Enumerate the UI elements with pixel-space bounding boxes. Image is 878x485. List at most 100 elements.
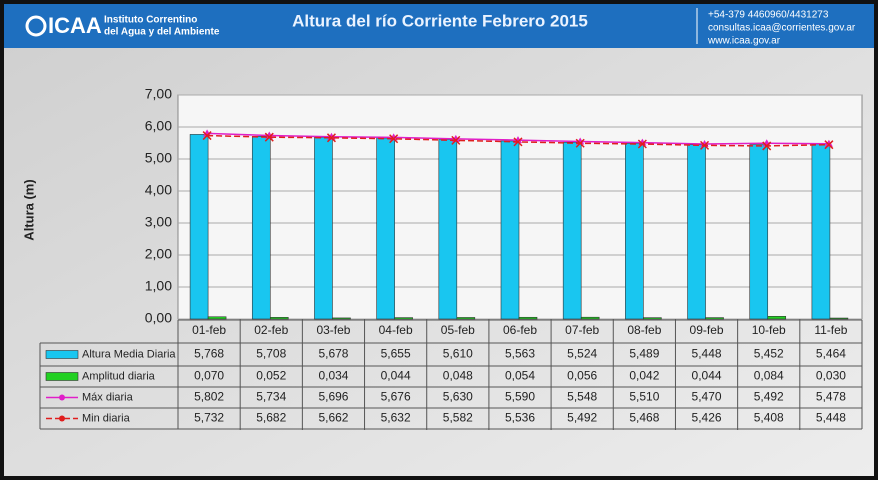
x-tick-label: 02-feb [254, 323, 288, 337]
table-value: 5,489 [629, 347, 659, 361]
bar [500, 140, 520, 320]
bar [332, 317, 351, 320]
bar [207, 316, 227, 320]
marker [824, 139, 833, 147]
bar [269, 317, 289, 320]
x-tick-label: 01-feb [192, 323, 226, 337]
y-tick-label: 6,00 [145, 118, 172, 134]
x-tick-label: 09-feb [690, 323, 724, 337]
legend-swatch [45, 372, 79, 381]
bar [562, 141, 582, 320]
table-value: 0,056 [567, 369, 597, 383]
table-value: 0,030 [816, 369, 846, 383]
header-bar [4, 4, 874, 48]
logo: ICAA [48, 13, 102, 38]
table-value: 0,044 [381, 369, 411, 383]
table-value: 5,678 [318, 347, 348, 361]
table-value: 5,478 [816, 390, 846, 404]
table-value: 5,510 [629, 390, 659, 404]
bar [749, 144, 769, 320]
table-value: 0,044 [692, 369, 722, 383]
table-value: 5,452 [754, 347, 784, 361]
table-value: 5,492 [754, 390, 784, 404]
table-value: 5,682 [256, 411, 286, 425]
legend-marker [59, 415, 65, 422]
table-value: 5,734 [256, 390, 286, 404]
marker [700, 140, 710, 150]
bar [518, 316, 538, 320]
bar [687, 144, 706, 320]
table-value: 5,768 [194, 347, 224, 361]
y-tick-label: 2,00 [145, 246, 172, 262]
table-value: 5,696 [318, 390, 348, 404]
table-value: 5,802 [194, 390, 224, 404]
marker [575, 138, 585, 148]
table-value: 5,662 [318, 411, 348, 425]
marker [824, 140, 834, 150]
legend-label: Amplitud diaria [82, 370, 156, 382]
marker [637, 139, 647, 149]
marker [451, 135, 461, 145]
chart-title: Altura del río Corriente Febrero 2015 [292, 11, 588, 30]
bar [376, 137, 395, 320]
legend-label: Altura Media Diaria [82, 348, 176, 360]
table-value: 5,426 [692, 411, 722, 425]
bar [314, 137, 333, 320]
bar [705, 317, 724, 320]
table-value: 0,084 [754, 369, 784, 383]
bar [438, 139, 458, 320]
table-value: 5,408 [754, 411, 784, 425]
table-value: 5,582 [443, 411, 473, 425]
legend-marker [59, 394, 65, 401]
bar [767, 316, 787, 320]
bar [251, 136, 271, 320]
legend-label: Máx diaria [82, 391, 134, 403]
table-value: 5,492 [567, 411, 597, 425]
table-value: 0,070 [194, 369, 224, 383]
table-value: 5,470 [692, 390, 722, 404]
bar [456, 317, 476, 320]
bar [643, 317, 662, 320]
table-value: 0,054 [505, 369, 535, 383]
x-tick-label: 07-feb [565, 323, 599, 337]
y-tick-label: 7,00 [145, 86, 172, 102]
table-value: 5,536 [505, 411, 535, 425]
x-tick-label: 10-feb [752, 323, 786, 337]
x-tick-label: 11-feb [814, 323, 847, 337]
table-value: 5,655 [381, 347, 411, 361]
table-value: 5,708 [256, 347, 286, 361]
table-value: 5,448 [692, 347, 722, 361]
table-value: 0,034 [318, 369, 348, 383]
x-tick-label: 08-feb [627, 323, 661, 337]
table-value: 0,048 [443, 369, 473, 383]
legend-label: Min diaria [82, 412, 131, 424]
plot-area [177, 94, 863, 320]
y-tick-label: 0,00 [145, 310, 172, 326]
table-value: 5,630 [443, 390, 473, 404]
contact-web: www.icaa.gov.ar [707, 36, 781, 47]
marker [202, 131, 212, 141]
marker [326, 133, 336, 143]
marker [264, 132, 274, 142]
y-tick-label: 1,00 [145, 278, 172, 294]
header: ICAA Instituto Correntino del Agua y del… [4, 4, 874, 48]
table-value: 5,632 [381, 411, 411, 425]
x-tick-label: 04-feb [379, 323, 413, 337]
x-tick-label: 05-feb [441, 323, 475, 337]
table-value: 5,676 [381, 390, 411, 404]
contact-phone: +54-379 4460960/4431273 [708, 10, 829, 21]
y-tick-label: 5,00 [145, 150, 172, 166]
table-value: 5,468 [629, 411, 659, 425]
x-tick-label: 03-feb [316, 323, 350, 337]
y-tick-label: 3,00 [145, 214, 172, 230]
bar [625, 143, 644, 320]
table-value: 5,563 [505, 347, 535, 361]
table-value: 5,524 [567, 347, 597, 361]
table-value: 0,052 [256, 369, 286, 383]
table-value: 0,042 [629, 369, 659, 383]
y-tick-label: 4,00 [145, 182, 172, 198]
table-value: 5,732 [194, 411, 224, 425]
marker [762, 141, 772, 151]
y-axis-label: Altura (m) [21, 179, 36, 240]
table-value: 5,610 [443, 347, 473, 361]
